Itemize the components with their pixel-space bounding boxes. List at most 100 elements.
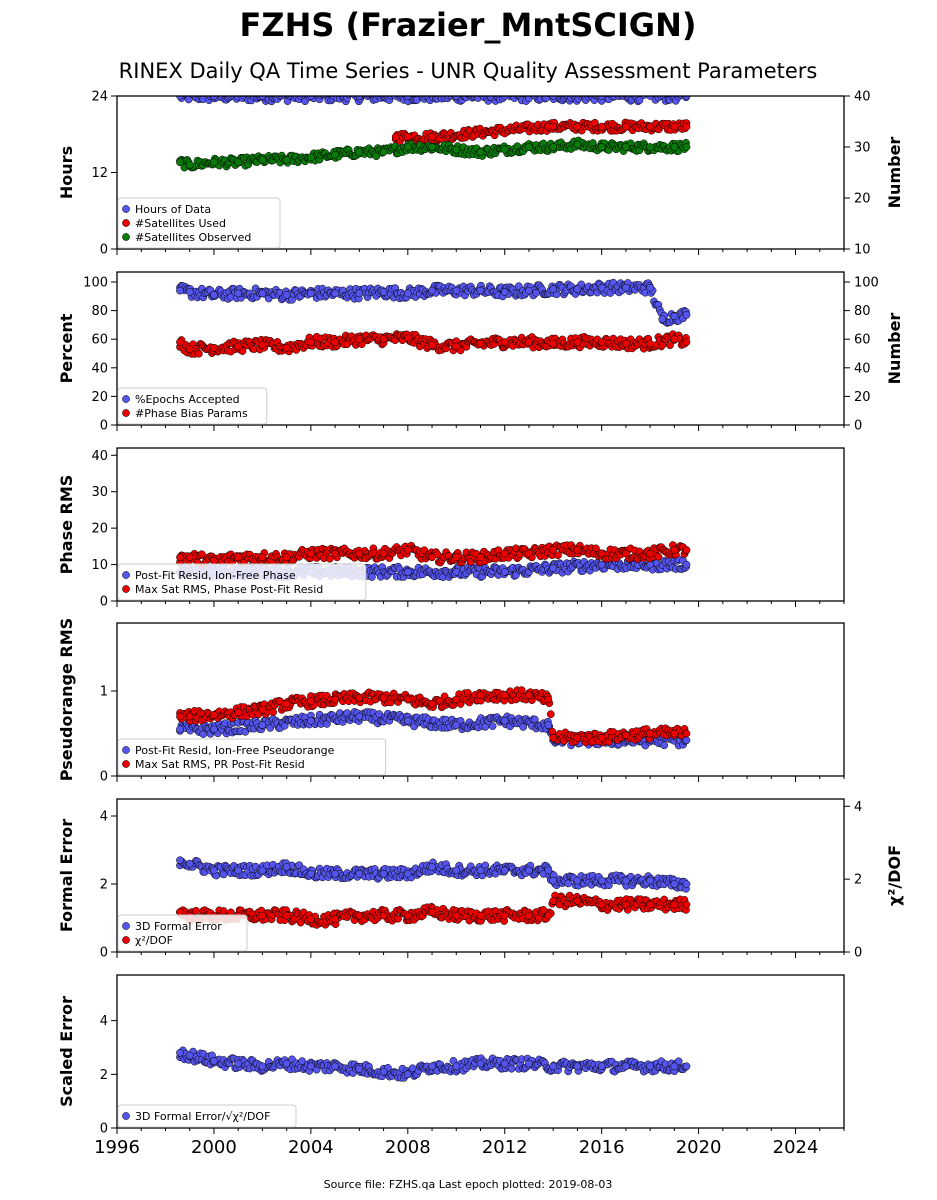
- series-point: [258, 705, 267, 714]
- series-point: [597, 1062, 606, 1071]
- series-point: [258, 553, 267, 562]
- legend: %Epochs Accepted#Phase Bias Params: [117, 387, 268, 425]
- series-point: [355, 1065, 364, 1073]
- series-point: [549, 122, 558, 131]
- series-point: [573, 1062, 582, 1071]
- series-point: [658, 315, 667, 324]
- y2-tick-label: 40: [854, 361, 871, 376]
- series-point: [525, 866, 533, 875]
- data-point: [216, 88, 223, 95]
- series-point: [622, 122, 630, 131]
- series-point: [185, 712, 194, 721]
- data-point: [678, 87, 685, 94]
- series-point: [307, 153, 315, 162]
- data-point: [642, 87, 649, 94]
- series-point: [597, 560, 606, 569]
- data-point: [367, 88, 374, 95]
- data-point: [519, 723, 528, 731]
- series-point: [573, 733, 582, 742]
- series-point: [428, 341, 436, 349]
- series-point: [282, 553, 291, 562]
- series-point: [682, 1062, 691, 1071]
- x-tick-label: 2016: [579, 1137, 625, 1158]
- series-point: [452, 866, 461, 875]
- series-point: [597, 733, 606, 742]
- series-point: [403, 546, 412, 554]
- series-point: [682, 143, 691, 151]
- y-tick-label: 0: [100, 1122, 108, 1137]
- series-point: [403, 333, 412, 342]
- data-point: [320, 89, 327, 96]
- series-point: [307, 1062, 315, 1071]
- series-point: [258, 289, 267, 298]
- y-axis-label: Formal Error: [57, 819, 76, 932]
- x-tick-label: 1996: [94, 1137, 140, 1158]
- series-point: [544, 911, 553, 920]
- series-point: [622, 283, 630, 292]
- series-point: [403, 716, 412, 725]
- series-point: [500, 911, 509, 920]
- series-point: [622, 876, 630, 885]
- series-point: [670, 880, 679, 888]
- y2-tick-label: 100: [854, 276, 879, 291]
- series-point: [525, 549, 533, 558]
- legend-label: Max Sat RMS, Phase Post-Fit Resid: [135, 583, 323, 596]
- data-point: [482, 88, 489, 95]
- series-point: [210, 1057, 218, 1065]
- series-point: [622, 900, 630, 909]
- series-point: [476, 911, 485, 920]
- y2-tick-label: 20: [854, 192, 871, 207]
- series-point: [355, 712, 364, 721]
- series-point: [176, 338, 184, 346]
- data-point: [203, 88, 210, 95]
- legend-label: Max Sat RMS, PR Post-Fit Resid: [135, 758, 305, 771]
- series-point: [622, 1062, 630, 1071]
- series-point: [525, 911, 533, 920]
- panel-points: [176, 856, 691, 929]
- series-point: [428, 1062, 436, 1071]
- data-point: [640, 96, 648, 99]
- series-1-2: [391, 118, 691, 145]
- data-point: [191, 96, 195, 97]
- series-point: [428, 286, 436, 295]
- data-point: [192, 906, 200, 915]
- data-point: [333, 96, 338, 97]
- series-point: [258, 866, 267, 875]
- series-point: [379, 148, 388, 156]
- series-point: [549, 876, 558, 885]
- series-point: [176, 856, 184, 865]
- y-axis-label: Scaled Error: [57, 996, 76, 1107]
- series-5-1: [176, 856, 691, 893]
- legend-marker: [122, 1112, 130, 1120]
- panel-6: 1996 2000 2004 2008 2012 2016 2020 2024 0 2 4 Scale…: [57, 974, 845, 1158]
- series-point: [331, 150, 339, 159]
- data-point: [477, 88, 484, 95]
- series-point: [682, 338, 691, 346]
- data-point: [570, 88, 577, 95]
- series-point: [670, 729, 679, 738]
- data-point: [349, 87, 356, 94]
- series-point: [500, 288, 509, 296]
- series-point: [549, 897, 558, 905]
- data-point: [488, 722, 497, 730]
- series-point: [573, 897, 582, 905]
- data-point: [553, 96, 557, 97]
- y2-axis-label: Number: [885, 313, 904, 385]
- y-tick-label: 100: [83, 276, 108, 291]
- series-point: [379, 869, 388, 878]
- series-point: [597, 143, 606, 151]
- series-point: [544, 721, 553, 729]
- series-point: [597, 549, 606, 558]
- series-point: [646, 122, 654, 131]
- data-point: [666, 341, 674, 350]
- series-point: [500, 691, 509, 700]
- series-point: [670, 1062, 679, 1071]
- series-point: [646, 339, 654, 348]
- series-point: [282, 911, 291, 920]
- data-point: [640, 96, 645, 97]
- y-tick-label: 24: [91, 90, 108, 105]
- series-point: [622, 143, 630, 151]
- series-point: [185, 1051, 194, 1060]
